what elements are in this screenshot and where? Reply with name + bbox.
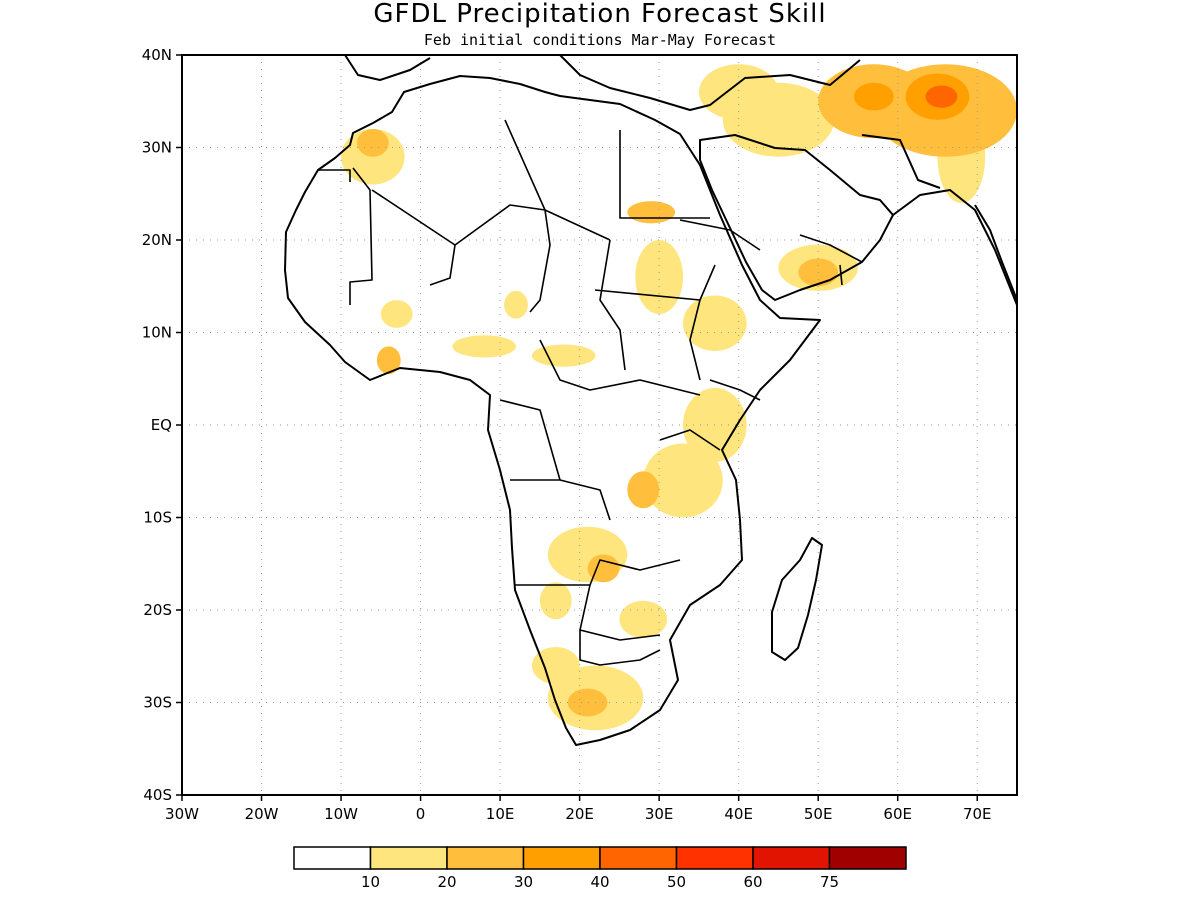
lat-tick-label: 30S	[143, 694, 172, 712]
lon-tick-label: 70E	[963, 805, 992, 823]
skill-region-23	[567, 688, 608, 717]
lon-tick-label: 50E	[804, 805, 833, 823]
legend-swatch	[369, 846, 448, 870]
legend-label: 60	[743, 873, 762, 891]
legend-label: 50	[667, 873, 686, 891]
lon-tick-label: 40E	[724, 805, 753, 823]
legend-swatch	[828, 846, 907, 870]
legend-label: 30	[514, 873, 533, 891]
legend-swatch	[446, 846, 525, 870]
lon-tick-label: 10E	[486, 805, 515, 823]
border-lines	[318, 119, 863, 666]
lon-tick-label: 0	[416, 805, 426, 823]
skill-region-3	[531, 344, 596, 367]
skill-region-22	[587, 554, 620, 583]
lon-tick-label: 60E	[883, 805, 912, 823]
lon-tick-label: 20W	[245, 805, 279, 823]
skill-region-11	[619, 600, 668, 638]
lat-tick-label: EQ	[151, 416, 172, 434]
skill-region-10	[539, 582, 572, 620]
figure-subtitle: Feb initial conditions Mar-May Forecast	[424, 31, 776, 49]
legend-swatch	[522, 846, 601, 870]
africa-coastline	[284, 75, 821, 746]
lat-tick-label: 20S	[143, 601, 172, 619]
legend-swatch	[752, 846, 831, 870]
longitude-ticks: 30W 20W 10W 0 10E 20E 30E 40E 50E 60E 70E	[165, 795, 992, 823]
lon-tick-label: 30W	[165, 805, 199, 823]
skill-region-8	[643, 443, 723, 518]
india-coastline	[974, 204, 1017, 301]
lon-tick-label: 20E	[565, 805, 594, 823]
legend-label: 75	[820, 873, 839, 891]
lat-tick-label: 10S	[143, 509, 172, 527]
legend-swatch	[675, 846, 754, 870]
skill-region-2	[452, 335, 516, 358]
legend-label: 20	[437, 873, 456, 891]
lat-tick-label: 40N	[142, 46, 172, 64]
lat-tick-label: 40S	[143, 786, 172, 804]
legend-label: 10	[361, 873, 380, 891]
eurasia-coastline	[344, 55, 1017, 306]
skill-region-4	[504, 290, 528, 319]
skill-region-19	[376, 346, 401, 375]
lat-tick-label: 30N	[142, 139, 172, 157]
latitude-ticks: 40N 30N 20N 10N EQ 10S 20S 30S 40S	[142, 46, 182, 804]
lon-tick-label: 10W	[324, 805, 358, 823]
legend-swatch	[599, 846, 678, 870]
figure-title: GFDL Precipitation Forecast Skill	[373, 0, 826, 29]
skill-region-18	[356, 129, 389, 157]
country-borders	[318, 119, 863, 666]
graticule-grid	[182, 55, 1017, 795]
madagascar-coastline	[771, 537, 823, 661]
skill-shading-layer	[341, 64, 1017, 731]
skill-region-27	[853, 82, 894, 111]
color-legend: 10 20 30 40 50 60 75	[293, 846, 907, 891]
lon-tick-label: 30E	[645, 805, 674, 823]
legend-label: 40	[590, 873, 609, 891]
skill-region-16	[698, 64, 779, 120]
skill-region-20	[627, 201, 676, 224]
lat-tick-label: 10N	[142, 324, 172, 342]
legend-swatch	[293, 846, 372, 870]
skill-region-1	[380, 300, 413, 328]
skill-region-29	[925, 85, 958, 108]
lat-tick-label: 20N	[142, 231, 172, 249]
skill-region-21	[627, 471, 660, 509]
skill-region-6	[683, 295, 747, 351]
